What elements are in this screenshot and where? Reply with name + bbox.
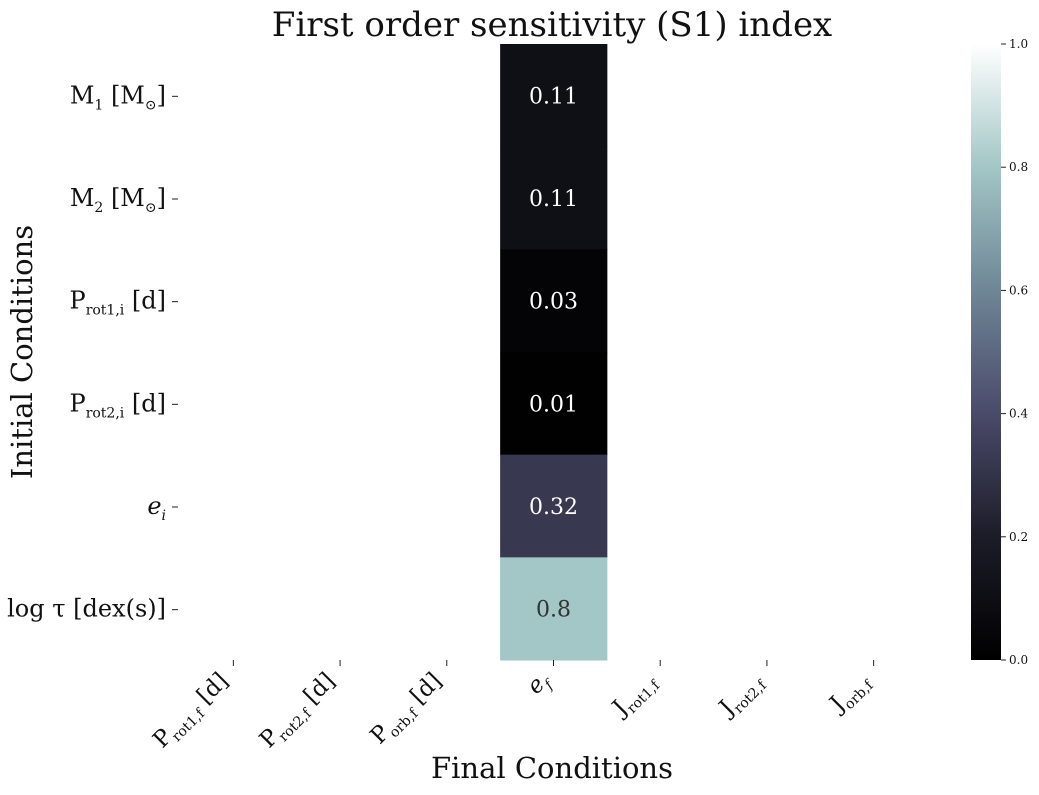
x-tick: Jrot1,f [606, 660, 665, 725]
x-tick-label: Jrot2,f [713, 667, 771, 725]
heatmap-cell [500, 557, 608, 661]
label-unit: [dex(s)] [66, 595, 167, 623]
cell-value-label: 0.11 [529, 187, 578, 212]
label-unit: [M [103, 184, 145, 212]
cell-value-label: 0.01 [529, 392, 578, 417]
x-tick: ef [522, 660, 559, 703]
x-tick: Prot1,f [d] [148, 660, 236, 756]
label-subscript: orb,f [842, 676, 878, 712]
label-base: P [70, 287, 86, 315]
label-subscript: rot1,i [86, 303, 125, 319]
x-tick: Jorb,f [824, 660, 878, 721]
colorbar-tick: 0.6 [1001, 283, 1028, 297]
label-base: M [70, 184, 95, 212]
label-unit: [d] [400, 668, 447, 715]
x-tick-label: Jorb,f [824, 667, 878, 721]
y-tick: ei [147, 492, 178, 524]
colorbar-tick-label: 0.8 [1009, 160, 1028, 174]
label-base: M [70, 81, 95, 109]
x-tick: Porb,f [d] [366, 660, 450, 752]
heatmap-cell [500, 352, 608, 456]
x-tick-label: Prot2,f [d] [255, 668, 343, 756]
label-unit: [d] [294, 668, 341, 715]
label-unit-end: ] [157, 81, 166, 109]
y-tick-label: M2 [M⊙] [70, 184, 166, 216]
colorbar-tick: 0.0 [1001, 653, 1028, 667]
colorbar-tick-label: 1.0 [1009, 37, 1028, 51]
x-tick: Prot2,f [d] [255, 660, 343, 756]
y-tick-label: Prot1,i [d] [70, 287, 166, 319]
colorbar-tick-label: 0.6 [1009, 283, 1028, 297]
y-tick-label: M1 [M⊙] [70, 81, 166, 113]
y-tick: M2 [M⊙] [70, 184, 178, 216]
label-unit: [d] [187, 668, 234, 715]
label-unit-subscript: ⊙ [145, 200, 157, 216]
cell-value-label: 0.11 [529, 84, 578, 109]
label-base: e [147, 492, 161, 520]
x-tick-label: ef [522, 666, 559, 703]
label-unit-subscript: ⊙ [145, 97, 157, 113]
colorbar-tick: 0.8 [1001, 160, 1028, 174]
y-tick: Prot1,i [d] [70, 287, 178, 319]
label-unit: [M [103, 81, 145, 109]
x-tick: Jrot2,f [713, 660, 771, 725]
heatmap-cell-labels: 0.11 0.11 0.03 0.01 0.32 0.8 [529, 84, 578, 622]
colorbar: 0.0 0.2 0.4 0.6 0.8 1.0 [971, 37, 1028, 667]
x-axis-title: Final Conditions [431, 751, 673, 785]
y-tick: Prot2,i [d] [70, 389, 178, 421]
label-base: P [70, 389, 86, 417]
y-tick: M1 [M⊙] [70, 81, 178, 113]
colorbar-tick-label: 0.4 [1009, 407, 1028, 421]
label-subscript: 1 [94, 97, 103, 113]
label-unit-end: ] [157, 184, 166, 212]
heatmap-cell [500, 454, 608, 558]
colorbar-tick: 0.4 [1001, 407, 1028, 421]
cell-value-label: 0.32 [529, 495, 578, 520]
colorbar-tick-label: 0.2 [1009, 530, 1028, 544]
y-tick-labels: M1 [M⊙]M2 [M⊙]Prot1,i [d]Prot2,i [d]eilo… [7, 81, 178, 623]
x-tick-label: Porb,f [d] [366, 668, 450, 752]
cell-value-label: 0.03 [529, 290, 578, 315]
cell-value-label: 0.8 [536, 598, 571, 623]
colorbar-ticks: 0.0 0.2 0.4 0.6 0.8 1.0 [1001, 37, 1028, 667]
y-axis-title: Initial Conditions [5, 225, 39, 479]
x-tick-label: Jrot1,f [606, 667, 664, 725]
colorbar-tick: 0.2 [1001, 530, 1028, 544]
colorbar-gradient [971, 44, 1001, 660]
y-tick-label: Prot2,i [d] [70, 389, 166, 421]
x-tick-labels: Prot1,f [d]Prot2,f [d] Porb,f [d] ef Jrot1,… [148, 660, 878, 756]
label-subscript: i [162, 508, 166, 524]
y-tick-label: ei [147, 492, 166, 524]
x-tick-label: Prot1,f [d] [148, 668, 236, 756]
label-base: log τ [7, 595, 65, 623]
label-unit: [d] [124, 287, 166, 315]
chart-title: First order sensitivity (S1) index [272, 5, 833, 45]
label-subscript: 2 [94, 200, 103, 216]
colorbar-tick: 1.0 [1001, 37, 1028, 51]
y-tick-label: log τ [dex(s)] [7, 595, 166, 623]
heatmap-cell [500, 44, 608, 148]
label-unit: [d] [124, 389, 166, 417]
heatmap-cell [500, 249, 608, 353]
colorbar-tick-label: 0.0 [1009, 653, 1028, 667]
label-subscript: rot2,i [86, 405, 125, 421]
heatmap-cell [500, 146, 608, 250]
y-tick: log τ [dex(s)] [7, 595, 178, 623]
label-subscript: rot2,f [731, 676, 771, 716]
label-subscript: rot1,f [624, 676, 664, 716]
heatmap-cells [500, 44, 608, 661]
